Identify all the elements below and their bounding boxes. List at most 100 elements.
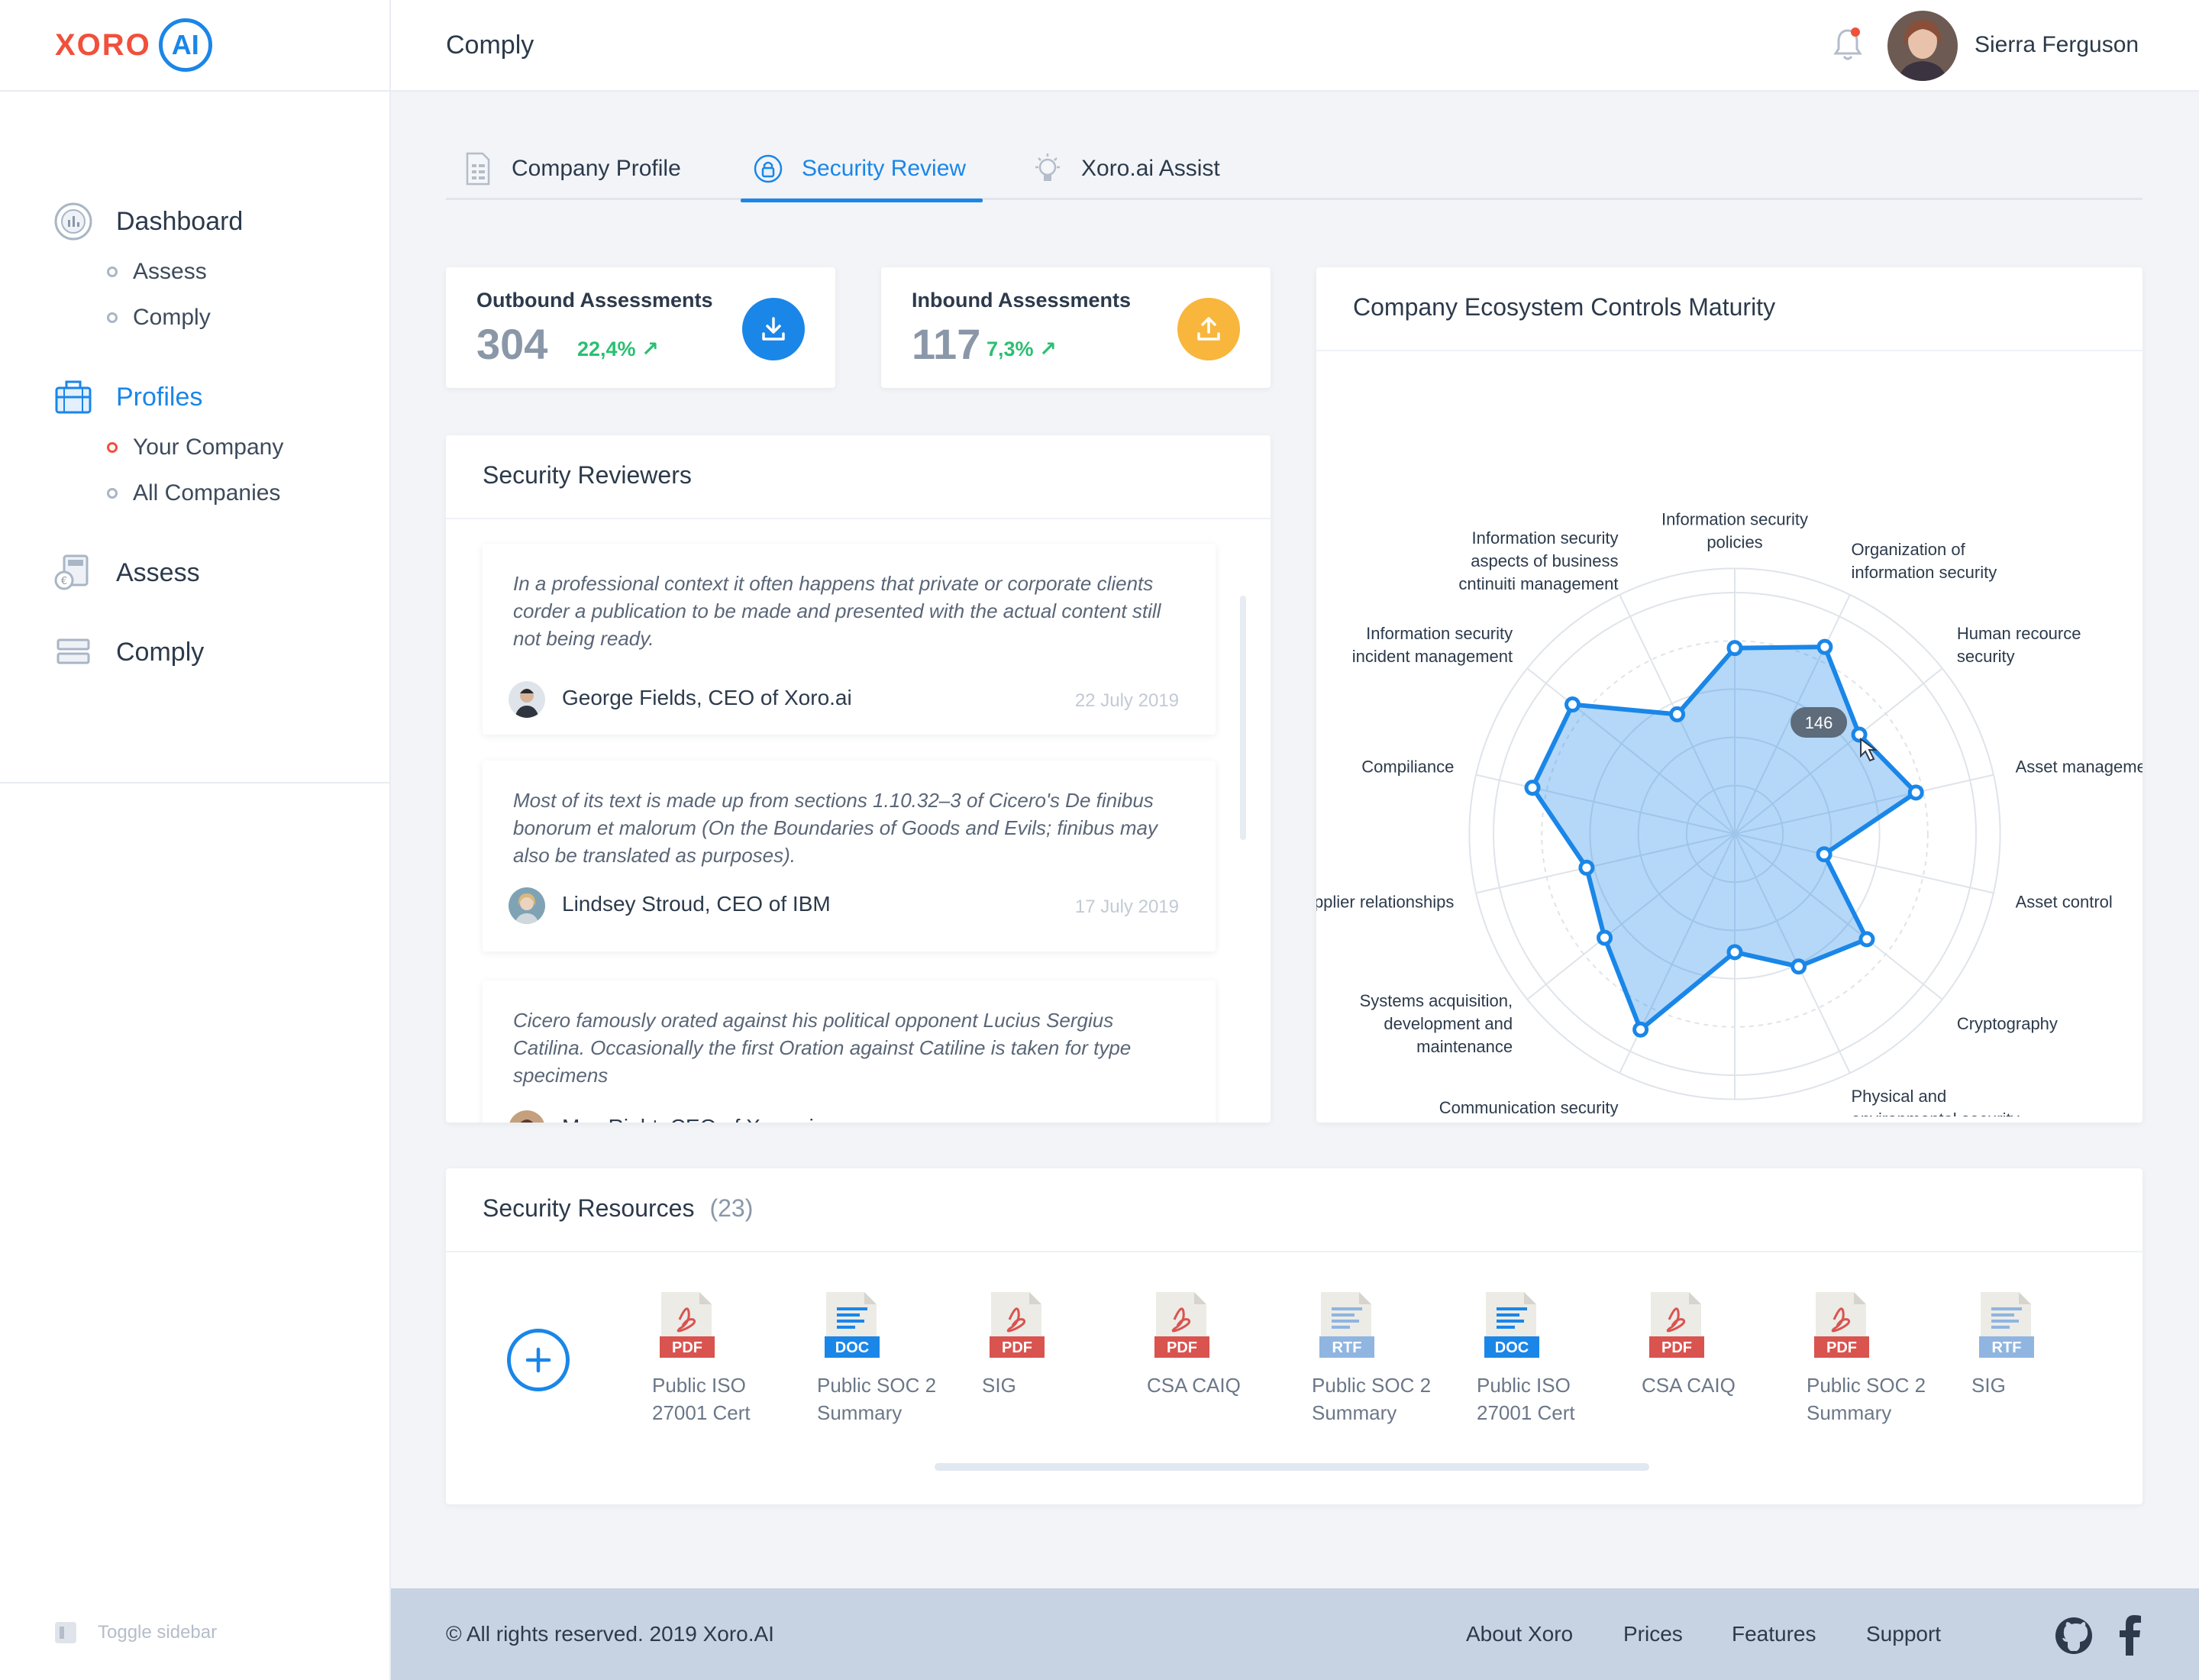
stat-delta-value: 7,3% bbox=[986, 338, 1034, 360]
radar-point[interactable] bbox=[1907, 784, 1924, 801]
radar-series-area bbox=[1530, 645, 1919, 1032]
radar-point[interactable] bbox=[1564, 696, 1581, 713]
download-button[interactable] bbox=[742, 298, 805, 360]
stat-value: 117 bbox=[912, 320, 981, 368]
footer-link-about[interactable]: About Xoro bbox=[1466, 1622, 1574, 1646]
resource-file-name: Public SOC 2 Summary bbox=[817, 1374, 937, 1424]
svg-text:RTF: RTF bbox=[1992, 1339, 2022, 1356]
tab-xoro-assist[interactable]: Xoro.ai Assist bbox=[1032, 137, 1220, 200]
nav-group-comply: Comply bbox=[0, 629, 389, 675]
card-title: Security Resources (23) bbox=[483, 1194, 753, 1223]
radar-spoke bbox=[1734, 833, 1994, 894]
radar-point[interactable] bbox=[1858, 931, 1875, 948]
radar-axis-label: Asset management bbox=[2016, 758, 2142, 777]
radar-chart: Information security policies Organization… bbox=[1316, 509, 2142, 1116]
review-date: 22 July 2019 bbox=[1074, 690, 1179, 711]
resource-file-pdf[interactable]: PDF CSA CAIQ bbox=[1642, 1289, 1794, 1399]
user-avatar[interactable] bbox=[1887, 11, 1958, 81]
svg-text:DOC: DOC bbox=[835, 1339, 869, 1356]
reviewer-avatar bbox=[509, 887, 545, 924]
resource-file-name: Public ISO 27001 Cert bbox=[652, 1374, 751, 1424]
pdf-file-icon: PDF bbox=[1814, 1289, 1869, 1359]
facebook-icon[interactable] bbox=[2118, 1614, 2142, 1659]
resource-file-name: CSA CAIQ bbox=[1642, 1374, 1736, 1397]
user-name[interactable]: Sierra Ferguson bbox=[1975, 32, 2139, 57]
pdf-file-icon: PDF bbox=[1649, 1289, 1704, 1359]
top-header: Comply Sierra Ferguson bbox=[391, 0, 2199, 92]
reviewer-name[interactable]: George Fields, CEO of Xoro.ai bbox=[562, 686, 852, 709]
github-icon[interactable] bbox=[2054, 1616, 2094, 1659]
upload-button[interactable] bbox=[1177, 298, 1240, 360]
sidebar-item-label: Dashboard bbox=[116, 206, 244, 236]
tab-company-profile[interactable]: Company Profile bbox=[463, 137, 681, 200]
sidebar-subitem-comply[interactable]: Comply bbox=[107, 295, 389, 341]
logo-badge: AI bbox=[158, 18, 212, 72]
resource-file-pdf[interactable]: PDF Public ISO 27001 Cert bbox=[652, 1289, 805, 1426]
tab-security-review[interactable]: Security Review bbox=[740, 137, 983, 202]
stat-label: Outbound Assessments bbox=[476, 289, 713, 312]
sidebar-item-profiles[interactable]: Profiles bbox=[0, 374, 389, 420]
resource-file-rtf[interactable]: RTF Public SOC 2 Summary bbox=[1312, 1289, 1464, 1426]
resource-file-pdf[interactable]: PDF CSA CAIQ bbox=[1147, 1289, 1300, 1399]
sidebar-subitem-your-company[interactable]: Your Company bbox=[107, 425, 389, 470]
reviewer-card: In a professional context it often happe… bbox=[483, 544, 1216, 735]
footer-link-support[interactable]: Support bbox=[1866, 1622, 1942, 1646]
bullet-active-icon bbox=[107, 442, 118, 453]
notification-bell-icon[interactable] bbox=[1832, 26, 1863, 63]
layers-icon bbox=[53, 632, 93, 672]
reviewer-name[interactable]: Lindsey Stroud, CEO of IBM bbox=[562, 892, 831, 916]
radar-point[interactable] bbox=[1726, 640, 1743, 657]
resource-file-doc[interactable]: DOC Public SOC 2 Summary bbox=[817, 1289, 970, 1426]
radar-point[interactable] bbox=[1726, 944, 1743, 961]
sidebar-subitem-assess[interactable]: Assess bbox=[107, 249, 389, 295]
toggle-sidebar-button[interactable]: Toggle sidebar bbox=[55, 1622, 217, 1643]
radar-point[interactable] bbox=[1816, 638, 1833, 655]
reviewer-name[interactable]: Max Right, CEO of Xoro.ai bbox=[562, 1115, 814, 1123]
sidebar-item-comply[interactable]: Comply bbox=[0, 629, 389, 675]
stat-delta-value: 22,4% bbox=[577, 338, 636, 360]
page-title: Comply bbox=[446, 31, 534, 60]
radar-spoke bbox=[1475, 774, 1736, 835]
nav-group-profiles: Profiles Your Company All Companies bbox=[0, 374, 389, 516]
document-icon bbox=[463, 152, 493, 186]
resource-file-doc[interactable]: DOC Public ISO 27001 Cert bbox=[1477, 1289, 1629, 1426]
reviewers-scrollbar[interactable] bbox=[1240, 596, 1246, 840]
sidebar-item-assess[interactable]: € Assess bbox=[0, 550, 389, 596]
radar-point[interactable] bbox=[1632, 1021, 1649, 1038]
sidebar-item-label: Comply bbox=[116, 637, 205, 667]
dashboard-subnav: Assess Comply bbox=[0, 249, 389, 341]
radar-spoke bbox=[1526, 667, 1736, 835]
radar-point[interactable] bbox=[1597, 929, 1613, 946]
logo[interactable]: XORO AI bbox=[0, 0, 389, 92]
sidebar-subitem-all-companies[interactable]: All Companies bbox=[107, 470, 389, 516]
resource-file-pdf[interactable]: PDF SIG bbox=[982, 1289, 1135, 1399]
footer-link-prices[interactable]: Prices bbox=[1623, 1622, 1683, 1646]
radar-point[interactable] bbox=[1851, 726, 1868, 743]
svg-text:PDF: PDF bbox=[1826, 1339, 1857, 1356]
radar-axis-label: Information security aspects of business c… bbox=[1458, 528, 1618, 593]
svg-text:PDF: PDF bbox=[1661, 1339, 1692, 1356]
resource-file-pdf[interactable]: PDF Public SOC 2 Summary bbox=[1807, 1289, 1959, 1426]
radar-point[interactable] bbox=[1578, 859, 1595, 876]
pdf-file-icon: PDF bbox=[990, 1289, 1045, 1359]
radar-axis-label: Compiliance bbox=[1361, 758, 1454, 777]
sidebar: XORO AI Dashboard Assess Comply Profiles bbox=[0, 0, 391, 1680]
resource-file-rtf[interactable]: RTF SIG bbox=[1971, 1289, 2124, 1399]
radar-point[interactable] bbox=[1816, 846, 1832, 863]
footer-link-features[interactable]: Features bbox=[1732, 1622, 1816, 1646]
radar-point[interactable] bbox=[1524, 780, 1541, 796]
bullet-icon bbox=[107, 488, 118, 499]
resource-file-name: CSA CAIQ bbox=[1147, 1374, 1241, 1397]
resources-scrollbar[interactable] bbox=[935, 1463, 1649, 1471]
logo-wordmark: XORO bbox=[55, 27, 151, 62]
radar-point[interactable] bbox=[1791, 958, 1807, 975]
controls-maturity-card: Company Ecosystem Controls Maturity Info… bbox=[1316, 267, 2142, 1123]
resources-count: (23) bbox=[709, 1194, 754, 1222]
sidebar-item-dashboard[interactable]: Dashboard bbox=[0, 199, 389, 244]
radar-axis-label: Information security policies bbox=[1661, 509, 1808, 551]
radar-point[interactable] bbox=[1669, 706, 1686, 722]
reviewer-avatar bbox=[509, 1110, 545, 1123]
add-resource-button[interactable] bbox=[507, 1329, 570, 1391]
radar-spoke bbox=[1475, 833, 1736, 894]
radar-spoke bbox=[1734, 833, 1943, 1000]
